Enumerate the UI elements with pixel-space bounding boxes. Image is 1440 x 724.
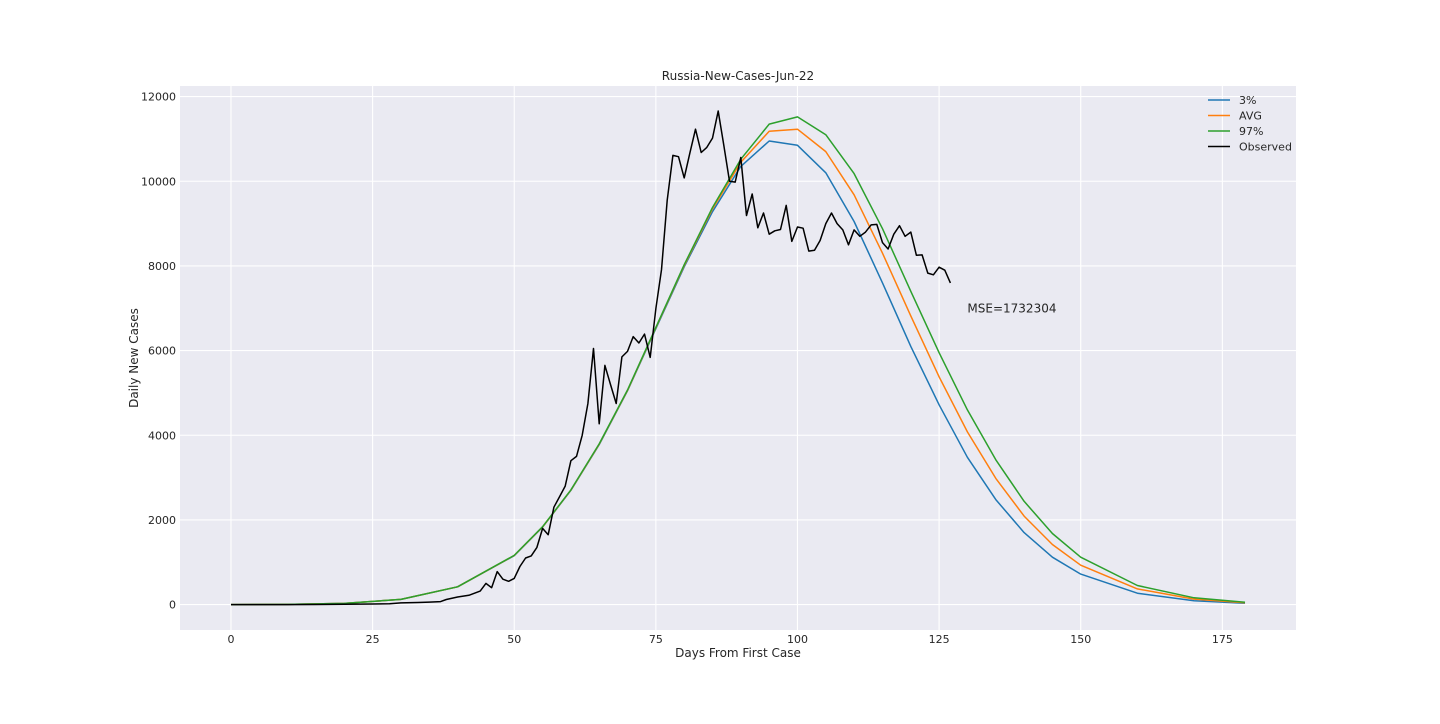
y-tick-labels: 0 2000 4000 6000 8000 10000 12000 bbox=[141, 91, 176, 612]
x-tick-label: 25 bbox=[366, 633, 380, 646]
mse-annotation: MSE=1732304 bbox=[967, 301, 1056, 315]
x-tick-label: 75 bbox=[649, 633, 663, 646]
legend-label-97pct: 97% bbox=[1239, 125, 1263, 138]
series-lines bbox=[230, 110, 1246, 606]
x-tick-label: 175 bbox=[1212, 633, 1233, 646]
y-tick-label: 8000 bbox=[148, 260, 176, 273]
x-tick-label: 150 bbox=[1070, 633, 1091, 646]
series-line-97pct bbox=[230, 116, 1246, 606]
chart-title: Russia-New-Cases-Jun-22 bbox=[662, 69, 814, 83]
y-tick-label: 12000 bbox=[141, 91, 176, 104]
plot-background bbox=[180, 86, 1296, 630]
y-tick-label: 4000 bbox=[148, 429, 176, 442]
x-axis-label: Days From First Case bbox=[675, 646, 801, 660]
series-line-observed bbox=[231, 110, 952, 606]
legend-label-avg: AVG bbox=[1239, 110, 1262, 123]
y-axis-label: Daily New Cases bbox=[127, 308, 141, 408]
legend: 3% AVG 97% Observed bbox=[1208, 94, 1292, 154]
y-tick-label: 6000 bbox=[148, 345, 176, 358]
x-tick-label: 50 bbox=[507, 633, 521, 646]
x-tick-labels: 0 25 50 75 100 125 150 175 bbox=[227, 633, 1232, 646]
y-tick-label: 0 bbox=[169, 599, 176, 612]
y-tick-label: 2000 bbox=[148, 514, 176, 527]
x-tick-label: 100 bbox=[787, 633, 808, 646]
y-tick-label: 10000 bbox=[141, 175, 176, 188]
legend-label-observed: Observed bbox=[1239, 141, 1292, 154]
x-tick-label: 0 bbox=[227, 633, 234, 646]
legend-label-3pct: 3% bbox=[1239, 94, 1256, 107]
x-tick-label: 125 bbox=[929, 633, 950, 646]
